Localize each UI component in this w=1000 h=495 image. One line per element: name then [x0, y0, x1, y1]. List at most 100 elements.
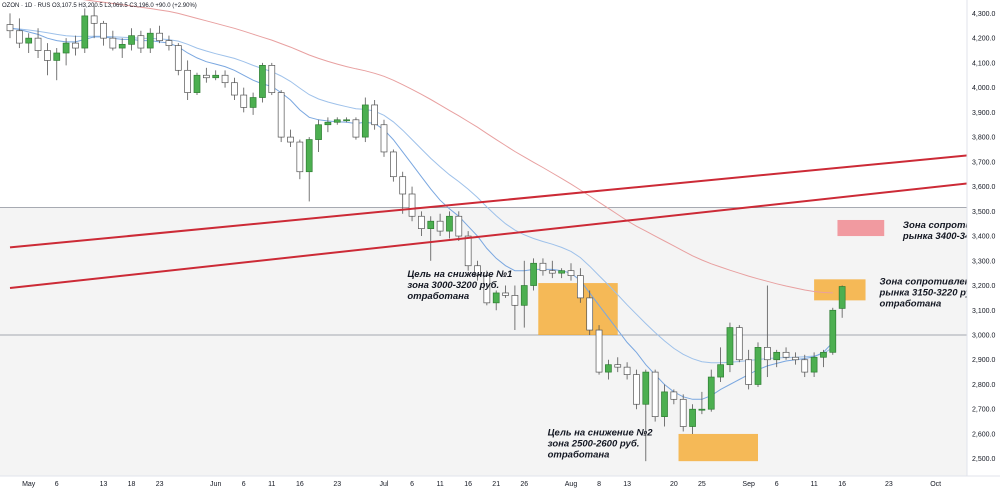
candle[interactable]	[277, 90, 285, 143]
candle[interactable]	[380, 119, 388, 157]
candle[interactable]	[726, 322, 734, 373]
candle[interactable]	[146, 28, 154, 53]
candle[interactable]	[492, 290, 500, 311]
candle[interactable]	[446, 211, 453, 239]
candle[interactable]	[72, 35, 79, 56]
candle[interactable]	[530, 258, 537, 291]
candle[interactable]	[53, 48, 61, 81]
candle[interactable]	[408, 186, 416, 222]
candle[interactable]	[782, 347, 790, 360]
candle[interactable]	[315, 119, 322, 152]
candle-body	[735, 327, 743, 361]
candle[interactable]	[399, 171, 407, 214]
candle[interactable]	[735, 325, 743, 363]
candle[interactable]	[661, 384, 668, 427]
candle[interactable]	[165, 35, 173, 51]
candle[interactable]	[390, 149, 397, 182]
candle[interactable]	[118, 38, 126, 58]
candle[interactable]	[128, 28, 135, 51]
price-zone-3[interactable]	[837, 219, 885, 237]
candle[interactable]	[249, 92, 257, 115]
candle[interactable]	[137, 30, 145, 53]
candle[interactable]	[16, 18, 23, 49]
candle[interactable]	[838, 285, 846, 318]
candle[interactable]	[436, 213, 444, 237]
candle[interactable]	[268, 62, 276, 96]
ma-slow-line[interactable]	[10, 0, 833, 294]
candle[interactable]	[371, 100, 378, 130]
candle[interactable]	[745, 349, 753, 390]
candle[interactable]	[81, 8, 89, 53]
candle[interactable]	[287, 129, 294, 147]
candle[interactable]	[548, 260, 556, 279]
candle[interactable]	[100, 20, 107, 46]
candle[interactable]	[240, 87, 248, 113]
candle[interactable]	[829, 307, 837, 355]
candle[interactable]	[801, 354, 809, 378]
candle[interactable]	[642, 369, 650, 462]
candle[interactable]	[623, 362, 631, 380]
trendline-1[interactable]	[9, 149, 1000, 249]
price-axis[interactable]	[967, 0, 1000, 476]
candle[interactable]	[511, 285, 519, 331]
candle[interactable]	[820, 349, 827, 368]
candle[interactable]	[352, 117, 360, 140]
candle[interactable]	[25, 33, 33, 53]
candle[interactable]	[483, 270, 491, 306]
candle[interactable]	[670, 389, 678, 405]
time-axis[interactable]	[0, 476, 1000, 490]
candle[interactable]	[576, 268, 584, 303]
candle[interactable]	[614, 357, 622, 373]
candle[interactable]	[474, 260, 481, 281]
candle[interactable]	[502, 285, 509, 298]
candle[interactable]	[418, 211, 425, 237]
candle-body	[109, 37, 117, 49]
candle[interactable]	[174, 43, 182, 76]
candle[interactable]	[558, 268, 566, 279]
candle[interactable]	[792, 352, 799, 365]
trendline-0[interactable]	[9, 177, 1000, 289]
candle[interactable]	[6, 13, 14, 39]
candle[interactable]	[455, 211, 463, 241]
price-zone-1[interactable]	[678, 433, 758, 462]
candle[interactable]	[90, 6, 98, 39]
candle[interactable]	[689, 404, 696, 434]
candle[interactable]	[754, 342, 762, 387]
candle[interactable]	[717, 347, 724, 382]
candle[interactable]	[605, 359, 612, 380]
candle[interactable]	[763, 285, 771, 378]
candle[interactable]	[231, 77, 238, 100]
candle[interactable]	[361, 97, 369, 143]
candle[interactable]	[707, 369, 715, 412]
candle[interactable]	[184, 60, 191, 100]
candle[interactable]	[427, 216, 435, 261]
candle[interactable]	[203, 67, 210, 83]
candle[interactable]	[34, 28, 42, 58]
candle[interactable]	[810, 352, 818, 378]
candle[interactable]	[44, 43, 51, 76]
candle[interactable]	[520, 260, 528, 328]
candle[interactable]	[633, 369, 640, 410]
candle[interactable]	[324, 117, 332, 133]
candle[interactable]	[773, 349, 781, 368]
candle[interactable]	[109, 30, 117, 51]
candle[interactable]	[698, 391, 706, 415]
candle[interactable]	[567, 263, 575, 281]
candle[interactable]	[343, 117, 350, 123]
candle[interactable]	[586, 290, 594, 335]
candle[interactable]	[595, 325, 603, 375]
candle[interactable]	[193, 72, 201, 96]
candle[interactable]	[221, 70, 229, 88]
candle[interactable]	[212, 70, 220, 81]
candle[interactable]	[62, 38, 70, 66]
candle[interactable]	[156, 25, 163, 44]
candle[interactable]	[259, 62, 266, 103]
candle[interactable]	[296, 139, 304, 180]
candle[interactable]	[333, 117, 341, 125]
candle[interactable]	[305, 137, 313, 202]
candle[interactable]	[679, 394, 687, 432]
candle[interactable]	[539, 258, 547, 276]
candle[interactable]	[651, 369, 659, 422]
